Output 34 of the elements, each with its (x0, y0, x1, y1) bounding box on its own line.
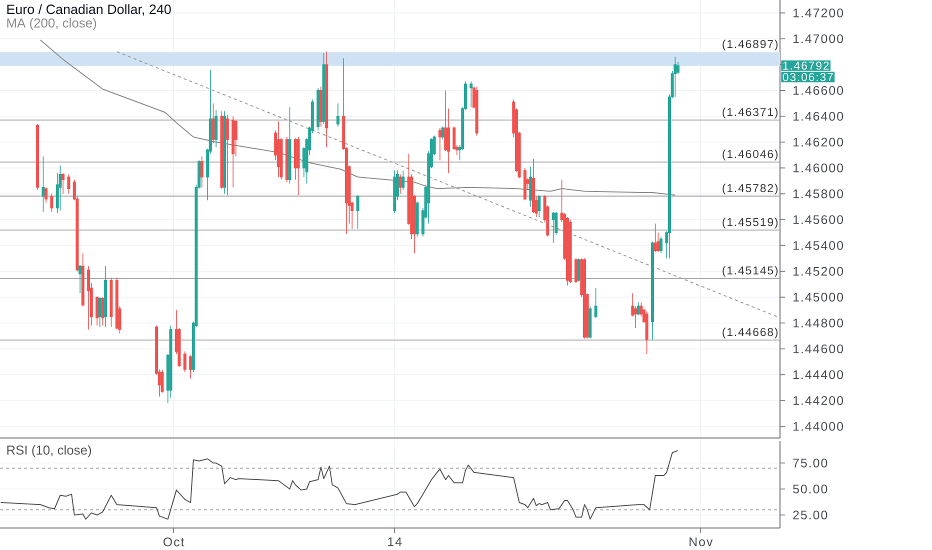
y-tick-label: 50.00 (793, 484, 828, 494)
ref-line-label: (1.46046) (722, 150, 778, 160)
y-tick-label: 1.44000 (793, 422, 844, 431)
ref-line-label: (1.46371) (722, 108, 778, 118)
text: 1.46792 (783, 62, 829, 70)
text: 03:06:37 (782, 72, 833, 82)
y-tick-label: 25.00 (793, 510, 828, 520)
y-tick-label: 1.45400 (793, 241, 844, 250)
ref-line-label: (1.45519) (722, 218, 778, 228)
y-tick-label: 75.00 (793, 458, 828, 468)
y-tick-label: 1.44400 (793, 370, 844, 380)
y-tick-label: 1.45200 (793, 266, 844, 276)
y-tick-label: 1.47200 (793, 8, 844, 18)
ref-line-label: (1.45782) (722, 184, 778, 194)
ref-line-label: (1.44668) (722, 328, 778, 338)
y-tick-label: 1.44600 (793, 344, 844, 354)
y-tick-label: 1.45800 (793, 189, 844, 198)
chart-title: Euro / Canadian Dollar, 240 (7, 4, 171, 16)
y-tick-label: 1.44200 (793, 396, 844, 405)
y-tick-label: 1.47000 (793, 34, 844, 44)
ref-line-label: (1.45145) (722, 266, 778, 277)
x-tick-label: Nov (690, 538, 713, 546)
x-tick-label: Oct (163, 538, 184, 546)
y-tick-label: 1.44800 (793, 318, 844, 328)
y-tick-label: 1.45600 (793, 215, 844, 224)
y-tick-label: 1.46400 (793, 112, 844, 121)
band-label: (1.46897) (722, 40, 778, 50)
series-label: MA (200, close) (7, 18, 96, 30)
x-tick-label: 14 (388, 538, 402, 546)
y-tick-label: 1.46000 (793, 164, 844, 172)
y-tick-label: 1.46600 (793, 86, 844, 95)
text: RSI (10, close) (7, 445, 92, 458)
y-tick-label: 1.45000 (793, 292, 844, 302)
y-tick-label: 1.46200 (793, 138, 844, 147)
